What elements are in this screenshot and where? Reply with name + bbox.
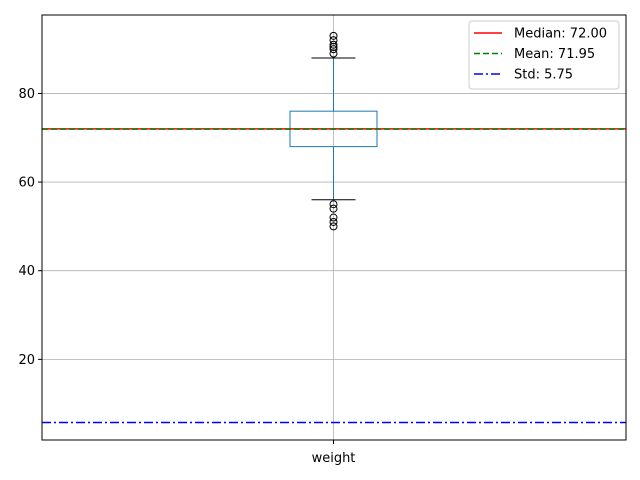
outlier-point [329,31,338,40]
outlier-point [329,213,338,222]
outlier-point [329,222,338,231]
y-tick-label: 20 [18,353,35,368]
reference-lines [42,128,626,424]
outlier-point [329,36,338,45]
outlier-point [329,40,338,49]
legend-label: Std: 5.75 [514,68,573,83]
outlier-point [329,45,338,54]
x-tick-label: weight [312,451,356,466]
outlier-point [329,217,338,226]
axes: 20 40 60 80 weight [18,87,355,466]
y-tick-label: 80 [18,87,35,102]
legend-box [468,20,620,90]
outlier-point [329,200,338,209]
y-tick-label: 60 [18,176,35,191]
legend: Median: 72.00 Mean: 71.95 Std: 5.75 [468,20,620,90]
legend-label: Median: 72.00 [514,27,607,42]
legend-label: Mean: 71.95 [514,47,595,62]
y-tick-label: 40 [18,264,35,279]
outlier-point [329,204,338,213]
